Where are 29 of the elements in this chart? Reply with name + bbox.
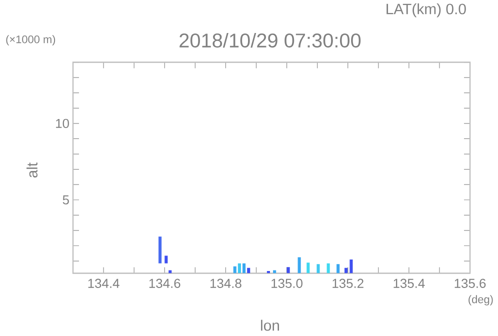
y-tick-label: 10 bbox=[56, 118, 69, 128]
bar bbox=[168, 270, 172, 274]
bar bbox=[316, 264, 320, 274]
x-tick-label: 135.2 bbox=[332, 278, 364, 288]
bar bbox=[336, 264, 340, 274]
x-tick-label: 134.6 bbox=[149, 278, 180, 288]
x-tick-label: 135.0 bbox=[272, 278, 302, 288]
bar bbox=[298, 257, 301, 274]
bar bbox=[164, 256, 168, 264]
x-tick-label: 135.6 bbox=[454, 278, 486, 288]
bar bbox=[238, 263, 241, 274]
bar bbox=[326, 263, 330, 274]
x-tick-label: 134.4 bbox=[88, 278, 120, 288]
bar bbox=[344, 268, 348, 274]
x-tick-label: 135.4 bbox=[394, 278, 425, 288]
bar bbox=[306, 262, 310, 274]
chart-title: 2018/10/29 07:30:00 bbox=[180, 32, 361, 48]
bar bbox=[242, 263, 246, 274]
bar bbox=[350, 259, 353, 274]
x-axis-title: lon bbox=[261, 320, 280, 331]
chart-subtitle: LAT(km) 0.0 bbox=[386, 3, 466, 18]
bar bbox=[233, 266, 236, 274]
text: (deg) bbox=[468, 295, 493, 306]
bar bbox=[158, 236, 162, 264]
text: (×1000 m) bbox=[6, 35, 56, 46]
y-axis-title: alt bbox=[26, 162, 38, 178]
x-tick-label: 134.8 bbox=[210, 278, 242, 288]
bar bbox=[286, 267, 290, 274]
y-tick-label: 5 bbox=[62, 195, 69, 204]
